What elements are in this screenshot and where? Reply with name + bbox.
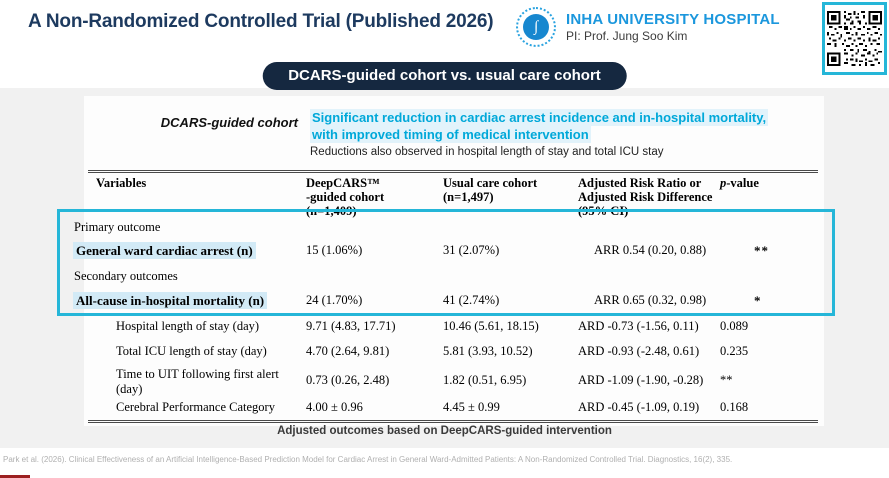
table-section-primary: Primary outcome (74, 220, 161, 234)
hospital-branding: ∫ INHA UNIVERSITY HOSPITAL PI: Prof. Jun… (516, 7, 780, 47)
col-usual-care: Usual care cohort (n=1,497) (443, 176, 538, 204)
table-row-icu-stay: Total ICU length of stay (day) 4.70 (2.6… (116, 344, 749, 358)
col-deepcars: DeepCARS™ -guided cohort (n=1,409) (306, 176, 385, 218)
principal-investigator: PI: Prof. Jung Soo Kim (566, 29, 688, 43)
table-caption: Adjusted outcomes based on DeepCARS-guid… (277, 425, 612, 437)
col-pvalue: p-value (720, 176, 759, 190)
table-row-cardiac-arrest: General ward cardiac arrest (n) 15 (1.06… (73, 238, 818, 264)
col-variables: Variables (96, 176, 147, 190)
secondary-finding: Reductions also observed in hospital len… (310, 146, 664, 158)
table-header-row: Variables DeepCARS™ -guided cohort (n=1,… (88, 173, 818, 218)
section-banner: DCARS-guided cohort vs. usual care cohor… (262, 62, 627, 90)
bottom-left-accent (0, 475, 30, 478)
table-panel (84, 96, 824, 426)
page-title: A Non-Randomized Controlled Trial (Publi… (28, 11, 494, 32)
cohort-label: DCARS-guided cohort (160, 115, 298, 130)
col-risk: Adjusted Risk Ratio or Adjusted Risk Dif… (578, 176, 713, 218)
inha-logo-icon: ∫ (516, 7, 556, 47)
qr-code (822, 2, 887, 75)
key-finding: Significant reduction in cardiac arrest … (310, 109, 780, 143)
hospital-name: INHA UNIVERSITY HOSPITAL (566, 11, 780, 28)
table-row-time-to-uit: Time to UIT following first alert (day) … (116, 367, 733, 396)
citation: Park et al. (2026). Clinical Effectivene… (3, 455, 733, 464)
table-row-cerebral-performance: Cerebral Performance Category 4.00 ± 0.9… (116, 400, 749, 414)
key-finding-line2: with improved timing of medical interven… (310, 126, 591, 143)
results-table: Variables DeepCARS™ -guided cohort (n=1,… (73, 170, 818, 423)
table-section-secondary: Secondary outcomes (74, 269, 178, 283)
table-row-mortality: All-cause in-hospital mortality (n) 24 (… (73, 288, 818, 314)
key-finding-line1: Significant reduction in cardiac arrest … (310, 109, 769, 126)
qr-pattern (827, 11, 882, 66)
table-row-hospital-stay: Hospital length of stay (day) 9.71 (4.83… (116, 319, 749, 333)
